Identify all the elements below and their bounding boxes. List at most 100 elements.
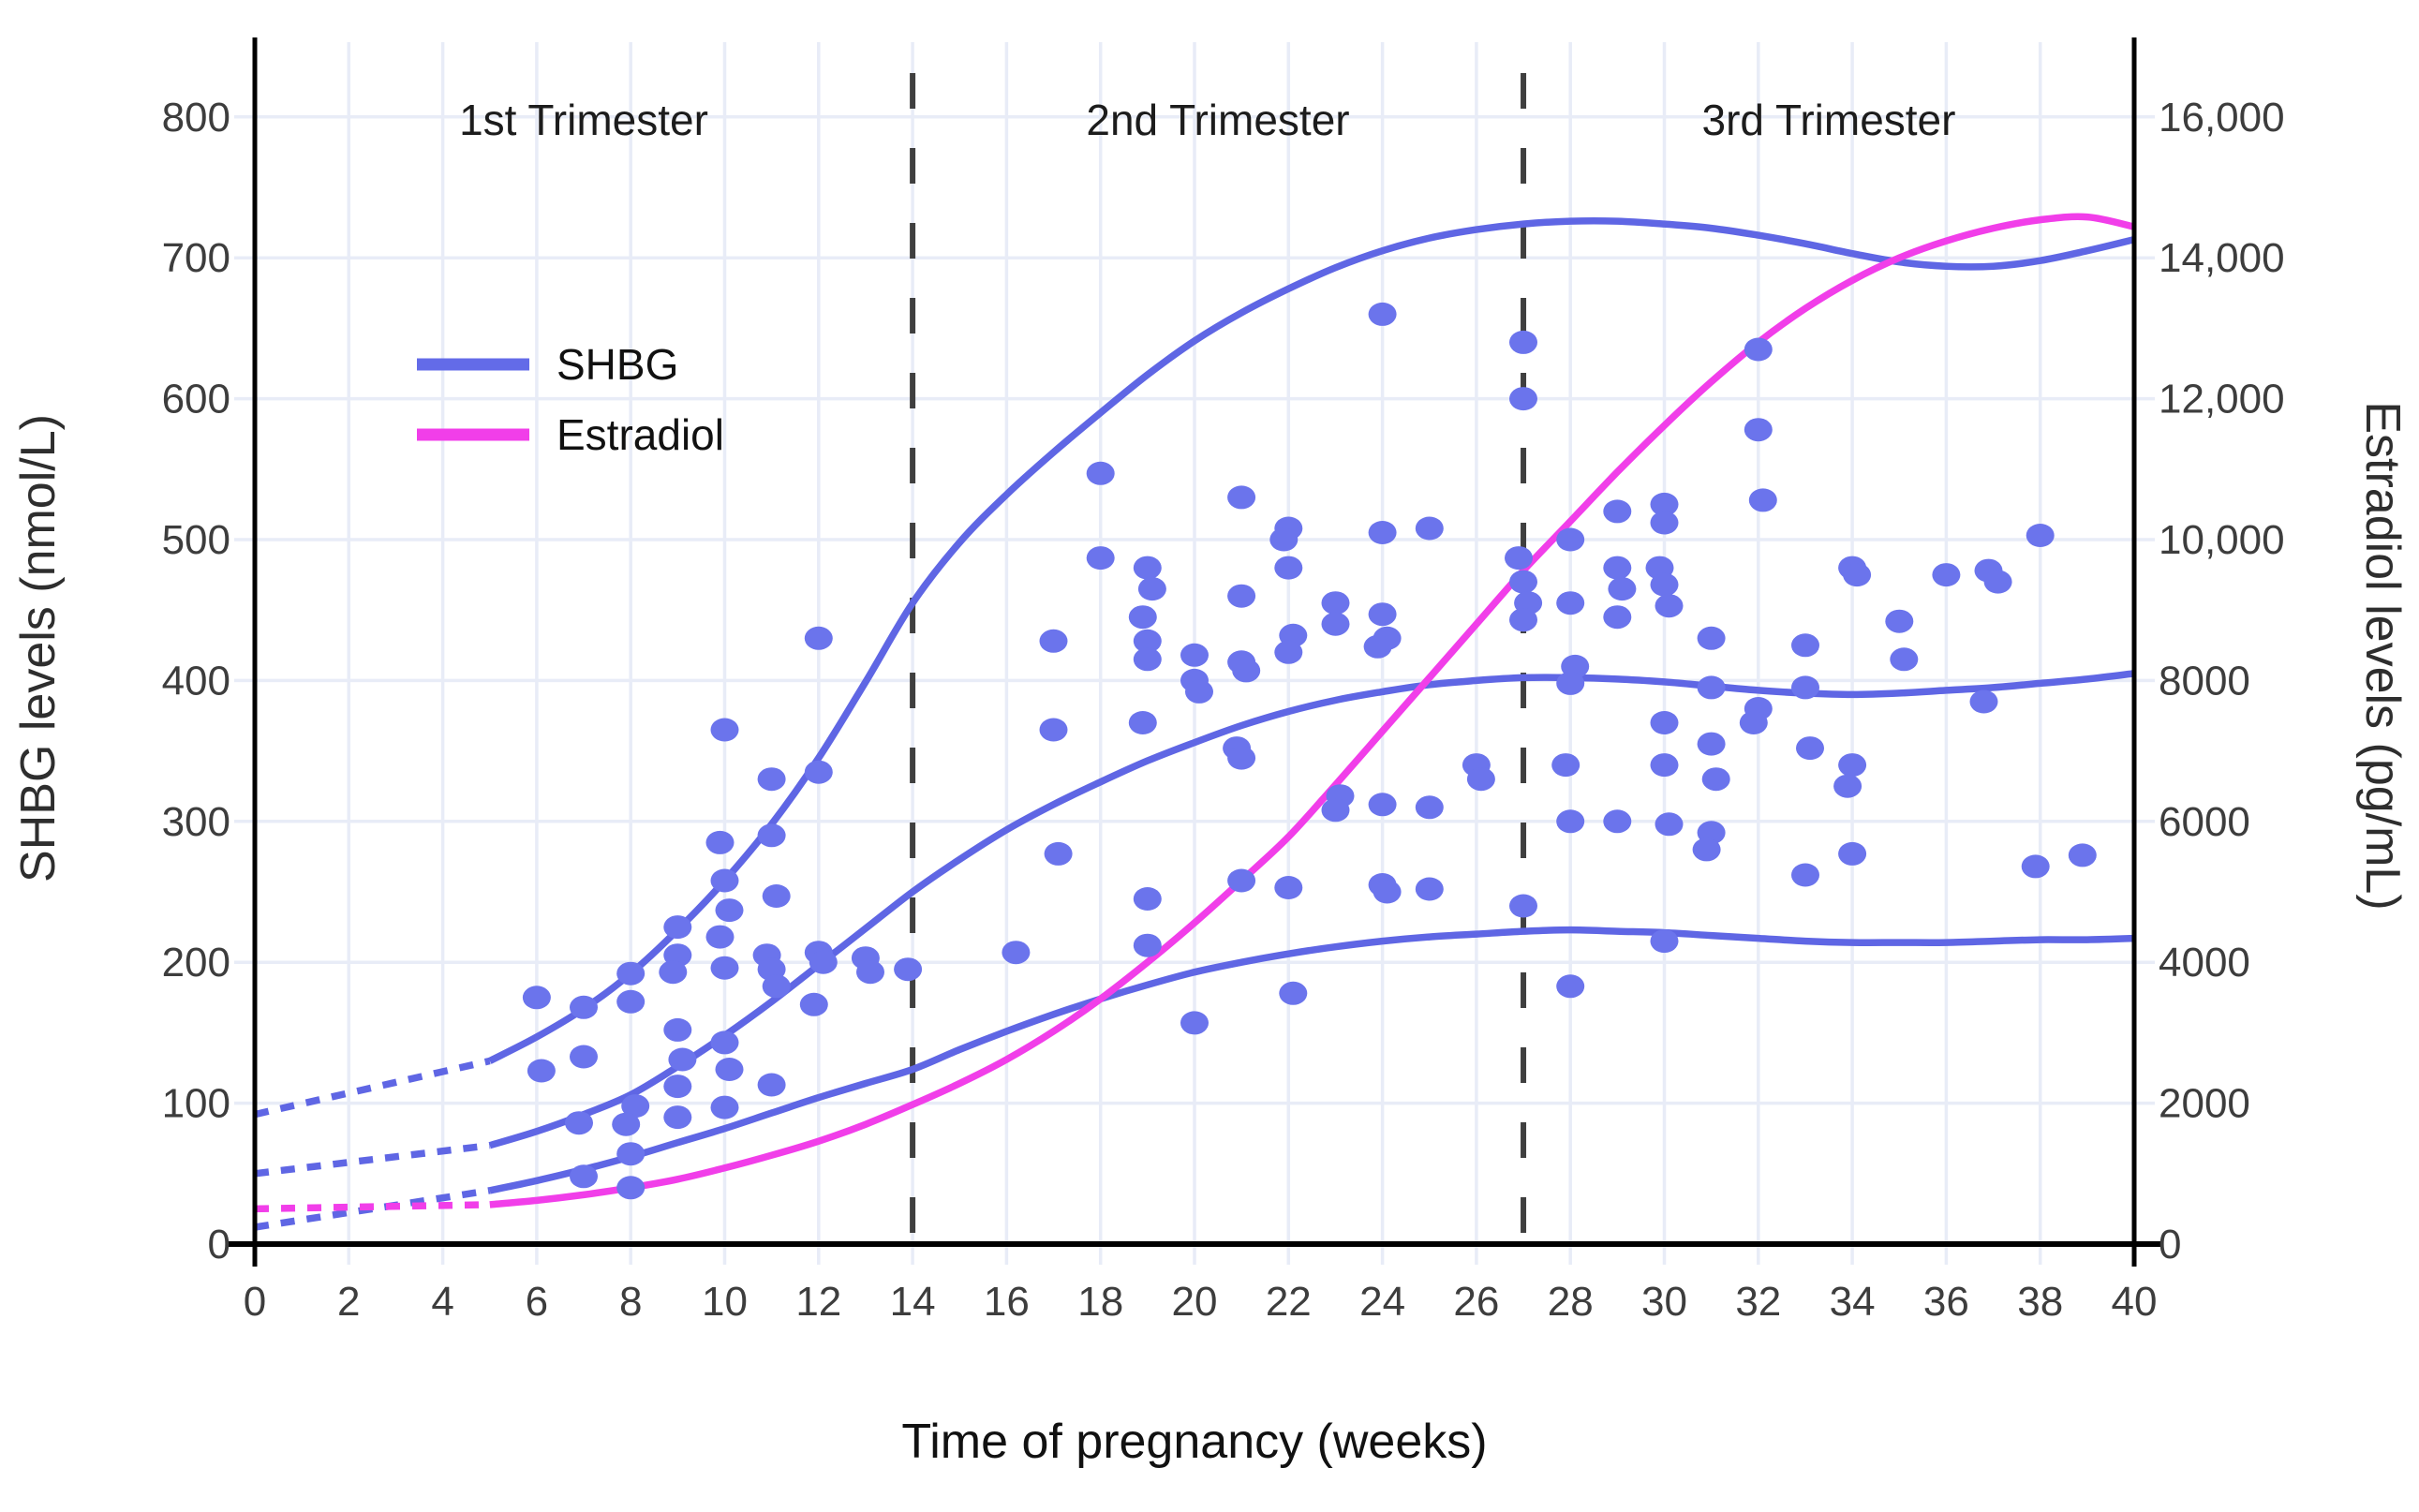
scatter-point xyxy=(710,956,739,980)
tick-labels: 0 2 4 6 8 10 12 14 16 18 20 22 24 26 28 30 32 34 36 38 40010… xyxy=(162,95,2285,1325)
scatter-point xyxy=(1692,838,1721,862)
scatter-point xyxy=(663,1017,692,1042)
scatter-point xyxy=(1603,556,1632,580)
scatter-point xyxy=(2021,854,2050,879)
scatter-point xyxy=(856,960,884,985)
x-axis-title: Time of pregnancy (weeks) xyxy=(901,1415,1487,1469)
x-tick-label-32: 32 xyxy=(1735,1279,1781,1325)
x-tick-label-0: 0 xyxy=(244,1279,266,1325)
scatter-point xyxy=(1932,563,1961,587)
scatter-point xyxy=(616,1176,646,1200)
scatter-point xyxy=(1039,718,1068,742)
scatter-point xyxy=(1227,746,1256,770)
trimester-labels: 1st Trimester 2nd Trimester 3rd Trimeste… xyxy=(459,96,1955,144)
scatter-point xyxy=(616,961,646,986)
scatter-point xyxy=(1697,732,1726,756)
scatter-point xyxy=(616,989,646,1014)
scatter-point xyxy=(1697,675,1726,700)
x-tick-label-6: 6 xyxy=(526,1279,548,1325)
scatter-point xyxy=(1133,933,1162,957)
legend: SHBG Estradiol xyxy=(417,340,724,459)
scatter-point xyxy=(1551,753,1581,778)
scatter-point xyxy=(1603,809,1632,834)
scatter-point xyxy=(1608,577,1637,601)
scatter-point xyxy=(663,915,692,940)
y-right-tick-label-14000: 14,000 xyxy=(2159,235,2285,281)
curve-shbg-upper-curve xyxy=(488,216,2135,1064)
scatter-point xyxy=(710,1030,739,1055)
scatter-point xyxy=(1137,577,1166,601)
scatter-point xyxy=(1274,876,1303,899)
x-tick-label-4: 4 xyxy=(431,1279,453,1325)
scatter-point xyxy=(1133,887,1162,911)
scatter-point xyxy=(1227,485,1256,510)
scatter-point xyxy=(1180,643,1209,667)
y-left-tick-label-300: 300 xyxy=(162,799,230,845)
scatter-point xyxy=(1321,591,1350,615)
scatter-point xyxy=(1321,612,1350,636)
curve-estradiol-curve xyxy=(489,213,2135,1208)
scatter-point xyxy=(1227,868,1256,893)
scatter-point xyxy=(1650,929,1679,954)
scatter-point xyxy=(621,1094,650,1119)
scatter-point xyxy=(1838,841,1867,866)
scatter-point xyxy=(1274,640,1303,664)
scatter-point xyxy=(1133,556,1162,580)
scatter-point xyxy=(1791,675,1819,700)
y-right-tick-label-0: 0 xyxy=(2159,1222,2181,1267)
scatter-point xyxy=(1368,793,1397,817)
y-left-tick-label-500: 500 xyxy=(162,517,230,563)
x-tick-label-2: 2 xyxy=(337,1279,360,1325)
x-tick-label-8: 8 xyxy=(619,1279,642,1325)
scatter-point xyxy=(1415,516,1444,541)
x-tick-label-38: 38 xyxy=(2017,1279,2063,1325)
scatter-point xyxy=(710,718,739,742)
scatter-point xyxy=(1655,812,1684,837)
scatter-point xyxy=(809,950,838,974)
scatter-point xyxy=(1039,629,1068,653)
x-tick-label-12: 12 xyxy=(795,1279,841,1325)
x-tick-label-24: 24 xyxy=(1359,1279,1405,1325)
scatter-point xyxy=(1556,591,1585,615)
scatter-point xyxy=(1509,608,1537,632)
trimester-label-3rd: 3rd Trimester xyxy=(1702,96,1956,144)
scatter-point xyxy=(1466,767,1495,792)
x-tick-label-16: 16 xyxy=(984,1279,1030,1325)
scatter-point xyxy=(1650,511,1679,535)
scatter-point xyxy=(616,1142,646,1166)
scatter-point xyxy=(1509,894,1537,918)
scatter-point xyxy=(1603,605,1632,630)
scatter-point xyxy=(1556,974,1585,999)
scatter-point xyxy=(1321,798,1350,823)
scatter-point xyxy=(663,1075,692,1099)
y-left-tick-label-800: 800 xyxy=(162,95,230,141)
curve-shbg-upper-curve-dotted-extrapolation-0-5-wk- xyxy=(254,1057,491,1119)
scatter-point xyxy=(1655,594,1684,618)
y-left-tick-label-0: 0 xyxy=(208,1222,230,1267)
x-tick-label-28: 28 xyxy=(1548,1279,1594,1325)
scatter-point xyxy=(715,1058,744,1081)
scatter-point xyxy=(1415,795,1444,820)
y-left-tick-label-400: 400 xyxy=(162,658,230,704)
legend-label-shbg: SHBG xyxy=(557,340,678,389)
scatter-point xyxy=(1509,330,1537,354)
scatter-point xyxy=(804,760,833,784)
scatter-point xyxy=(1185,679,1213,704)
scatter-point xyxy=(1748,488,1777,512)
y-left-tick-label-600: 600 xyxy=(162,377,230,422)
scatter-point xyxy=(1650,711,1679,734)
scatter-point xyxy=(2068,843,2097,867)
curve-shbg-middle-curve-dotted-extrapolation-0-5-wk- xyxy=(254,1141,491,1178)
scatter-point xyxy=(1556,527,1585,552)
scatter-point xyxy=(1983,570,2012,594)
scatter-point xyxy=(1363,634,1392,659)
scatter-point xyxy=(1556,671,1585,695)
x-tick-label-18: 18 xyxy=(1077,1279,1123,1325)
scatter-point xyxy=(705,830,735,854)
scatter-point xyxy=(705,925,735,949)
scatter-point xyxy=(1086,546,1115,571)
scatter-point xyxy=(804,626,833,650)
x-tick-label-22: 22 xyxy=(1266,1279,1312,1325)
